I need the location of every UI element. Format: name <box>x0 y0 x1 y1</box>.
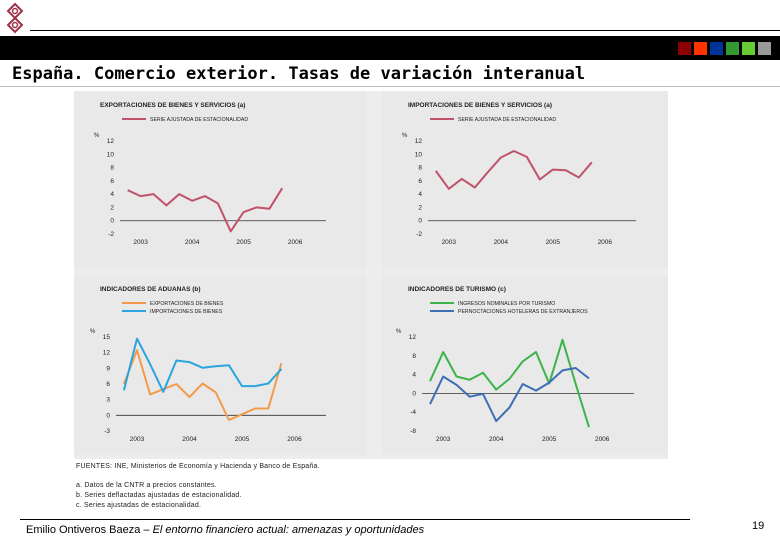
legend-label: PERNOCTACIONES HOTELERAS DE EXTRANJEROS <box>458 309 588 315</box>
x-tick-label: 2003 <box>442 239 457 246</box>
y-tick-label: -2 <box>416 231 422 238</box>
y-tick-label: 0 <box>412 390 416 397</box>
y-tick-label: 10 <box>415 151 423 158</box>
y-tick-label: 15 <box>103 334 111 341</box>
series-line <box>434 150 593 190</box>
x-tick-label: 2005 <box>542 436 557 443</box>
footer-citation: Emilio Ontiveros Baeza – El entorno fina… <box>26 524 424 536</box>
x-tick-label: 2004 <box>489 436 504 443</box>
footer-rule <box>20 519 690 520</box>
series-line <box>122 337 283 393</box>
series-line <box>429 338 590 428</box>
chart-title: EXPORTACIONES DE BIENES Y SERVICIOS (a) <box>100 102 245 109</box>
x-tick-label: 2004 <box>494 239 509 246</box>
x-tick-label: 2006 <box>288 239 303 246</box>
figure-charts: EXPORTACIONES DE BIENES Y SERVICIOS (a) S… <box>74 91 668 459</box>
x-tick-label: 2005 <box>546 239 561 246</box>
footer-work: El entorno financiero actual: amenazas y… <box>152 524 425 536</box>
series-line <box>429 367 590 423</box>
x-tick-label: 2005 <box>235 436 250 443</box>
y-tick-label: 4 <box>412 372 416 379</box>
y-tick-label: 0 <box>418 218 422 225</box>
y-tick-label: 10 <box>107 151 115 158</box>
series-line <box>122 349 283 421</box>
y-tick-label: 6 <box>418 178 422 185</box>
x-tick-label: 2006 <box>595 436 610 443</box>
header-square <box>710 42 723 55</box>
y-tick-label: 0 <box>106 412 110 419</box>
y-tick-label: -3 <box>104 428 110 435</box>
legend-label: INGRESOS NOMINALES POR TURISMO <box>458 301 555 307</box>
y-tick-label: 3 <box>106 397 110 404</box>
title-strip <box>0 62 780 87</box>
x-tick-label: 2006 <box>287 436 302 443</box>
y-axis-unit: % <box>90 329 96 335</box>
header-rule <box>30 30 780 31</box>
series-line <box>127 187 284 233</box>
x-tick-label: 2003 <box>436 436 451 443</box>
header-bar <box>0 36 780 60</box>
x-tick-label: 2003 <box>133 239 148 246</box>
footer-author: Emilio Ontiveros Baeza – <box>26 524 153 536</box>
y-tick-label: 9 <box>106 365 110 372</box>
y-tick-label: 12 <box>107 138 115 145</box>
header-square <box>758 42 771 55</box>
header-square <box>726 42 739 55</box>
y-tick-label: 4 <box>418 191 422 198</box>
y-tick-label: 8 <box>412 353 416 360</box>
y-axis-unit: % <box>396 329 402 335</box>
y-tick-label: -2 <box>108 231 114 238</box>
legend-label: SERIE AJUSTADA DE ESTACIONALIDAD <box>150 117 248 123</box>
x-tick-label: 2004 <box>185 239 200 246</box>
y-tick-label: 12 <box>415 138 423 145</box>
y-tick-label: 2 <box>110 204 114 211</box>
y-tick-label: 12 <box>409 334 417 341</box>
x-tick-label: 2006 <box>598 239 613 246</box>
y-tick-label: 0 <box>110 218 114 225</box>
y-tick-label: 6 <box>106 381 110 388</box>
y-tick-label: 2 <box>418 204 422 211</box>
source-line: FUENTES: INE, Ministerios de Economía y … <box>76 463 320 470</box>
chart-panel-imp <box>382 91 668 269</box>
header-square <box>694 42 707 55</box>
legend-label: SERIE AJUSTADA DE ESTACIONALIDAD <box>458 117 556 123</box>
note-a: a. Datos de la CNTR a precios constantes… <box>76 482 217 489</box>
x-tick-label: 2004 <box>182 436 197 443</box>
x-tick-label: 2003 <box>130 436 145 443</box>
y-tick-label: 6 <box>110 178 114 185</box>
legend-label: EXPORTACIONES DE BIENES <box>150 301 224 307</box>
note-c: c. Series ajustadas de estacionalidad. <box>76 502 202 509</box>
y-tick-label: -4 <box>410 409 416 416</box>
y-tick-label: 8 <box>418 165 422 172</box>
chart-panel-exp <box>74 91 366 269</box>
stylized-eight-logo-icon <box>6 2 24 34</box>
header-square <box>678 42 691 55</box>
y-axis-unit: % <box>94 133 100 139</box>
y-axis-unit: % <box>402 133 408 139</box>
chart-panel-tur <box>382 275 668 455</box>
y-tick-label: 4 <box>110 191 114 198</box>
legend-label: IMPORTACIONES DE BIENES <box>150 309 223 315</box>
page-title: España. Comercio exterior. Tasas de vari… <box>12 64 586 84</box>
y-tick-label: -8 <box>410 428 416 435</box>
x-tick-label: 2005 <box>236 239 251 246</box>
page-number: 19 <box>752 520 765 532</box>
chart-title: IMPORTACIONES DE BIENES Y SERVICIOS (a) <box>408 102 552 109</box>
note-b: b. Series deflactadas ajustadas de estac… <box>76 492 242 499</box>
y-tick-label: 8 <box>110 165 114 172</box>
header-square <box>742 42 755 55</box>
chart-title: INDICADORES DE TURISMO (c) <box>408 286 506 293</box>
y-tick-label: 12 <box>103 350 111 357</box>
chart-title: INDICADORES DE ADUANAS (b) <box>100 286 201 293</box>
